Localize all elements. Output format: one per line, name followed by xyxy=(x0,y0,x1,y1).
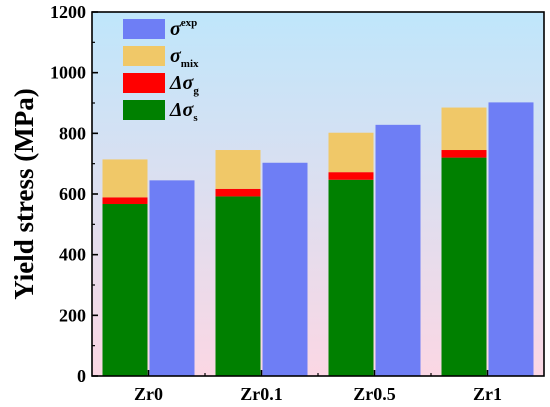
x-tick-label: Zr1 xyxy=(473,384,502,404)
bar-exp-Zr0_5 xyxy=(375,124,421,376)
legend-label-exp: σexp xyxy=(170,17,197,40)
y-tick-label: 600 xyxy=(59,184,86,204)
legend-swatch-s xyxy=(123,100,165,120)
bar-s-Zr0_1 xyxy=(215,196,261,376)
bar-mix-Zr1 xyxy=(441,107,487,151)
legend-swatch-g xyxy=(123,73,165,93)
y-tick-label: 200 xyxy=(59,305,86,325)
y-tick-label: 1200 xyxy=(50,2,86,22)
axes-group: 0 200 400 600 800 1000 1200 Zr0 Zr0.1 Zr0.5 Zr1 xyxy=(50,2,545,404)
legend-label-g: Δσg xyxy=(169,72,199,97)
bar-g-Zr1 xyxy=(441,150,487,158)
bar-s-Zr1 xyxy=(441,157,487,376)
legend-swatch-exp xyxy=(123,19,165,39)
bar-g-Zr0_5 xyxy=(328,172,374,180)
bars-group xyxy=(102,102,534,376)
legend-label-s: Δσs xyxy=(169,99,198,124)
x-tick-label: Zr0 xyxy=(134,384,163,404)
bar-mix-Zr0 xyxy=(102,159,148,198)
x-tick-label: Zr0.5 xyxy=(353,384,396,404)
legend-swatch-mix xyxy=(123,46,165,66)
bar-s-Zr0 xyxy=(102,204,148,376)
bar-mix-Zr0_5 xyxy=(328,132,374,173)
bar-exp-Zr0 xyxy=(149,180,195,376)
x-tick-label: Zr0.1 xyxy=(240,384,283,404)
y-axis-title: Yield stress (MPa) xyxy=(9,88,39,299)
bar-exp-Zr0_1 xyxy=(262,162,308,376)
y-tick-label: 1000 xyxy=(50,63,86,83)
legend-label-mix: σmix xyxy=(170,45,199,70)
bar-mix-Zr0_1 xyxy=(215,150,261,189)
y-tick-label: 0 xyxy=(77,366,86,386)
y-tick-label: 800 xyxy=(59,123,86,143)
y-tick-label: 400 xyxy=(59,245,86,265)
bar-g-Zr0_1 xyxy=(215,188,261,197)
bar-s-Zr0_5 xyxy=(328,179,374,376)
bar-g-Zr0 xyxy=(102,197,148,205)
bar-exp-Zr1 xyxy=(488,102,534,376)
